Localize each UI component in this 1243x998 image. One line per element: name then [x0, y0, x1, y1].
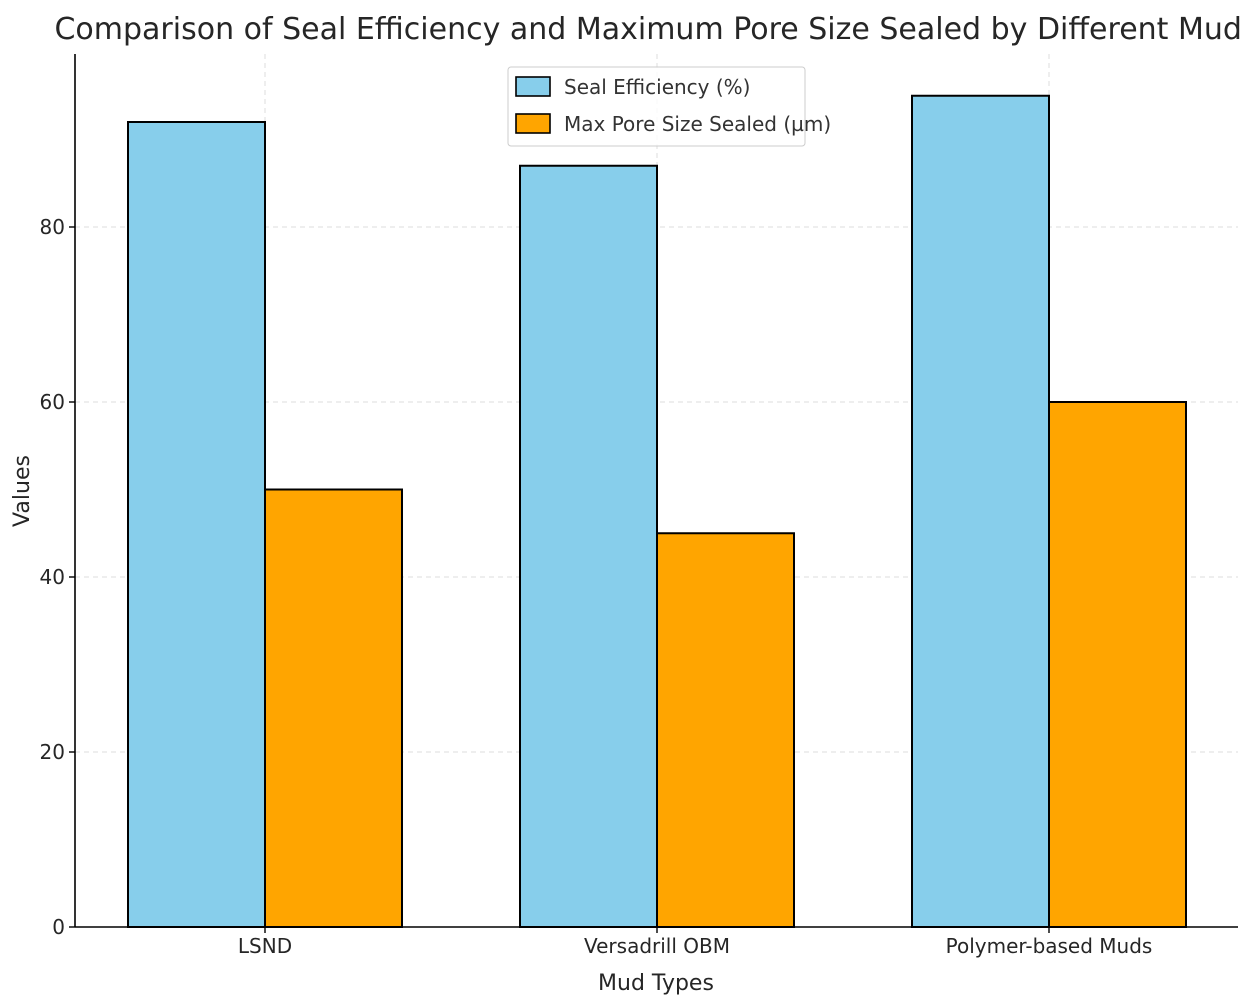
legend-label: Max Pore Size Sealed (µm)	[564, 112, 831, 136]
y-tick-label: 20	[40, 740, 65, 764]
y-ticks: 0 20 40 60 80	[40, 215, 75, 939]
y-tick-label: 60	[40, 390, 65, 414]
x-tick-label: Versadrill OBM	[584, 934, 730, 958]
y-tick-label: 40	[40, 565, 65, 589]
legend-box	[507, 66, 806, 147]
chart-title: Comparison of Seal Efficiency and Maximu…	[54, 12, 1243, 47]
legend-label: Seal Efficiency (%)	[564, 75, 750, 99]
legend: Seal Efficiency (%) Max Pore Size Sealed …	[507, 66, 831, 147]
x-ticks: LSND Versadrill OBM Polymer-based Muds	[238, 927, 1152, 958]
y-axis-label: Values	[10, 455, 35, 527]
y-tick-label: 80	[40, 215, 65, 239]
bar-seal-efficiency-2	[911, 94, 1050, 928]
x-tick-label: LSND	[238, 934, 292, 958]
legend-swatch	[515, 113, 551, 134]
x-tick-label: Polymer-based Muds	[946, 934, 1153, 958]
bar-seal-efficiency-1	[519, 164, 658, 928]
x-axis-label: Mud Types	[598, 971, 714, 996]
bar-seal-efficiency-0	[127, 121, 266, 928]
bar-max-pore-size-0	[264, 488, 403, 928]
bars	[127, 94, 1187, 928]
y-tick-label: 0	[52, 915, 65, 939]
bar-max-pore-size-1	[656, 532, 795, 928]
bar-max-pore-size-2	[1048, 401, 1187, 928]
legend-swatch	[515, 76, 551, 97]
